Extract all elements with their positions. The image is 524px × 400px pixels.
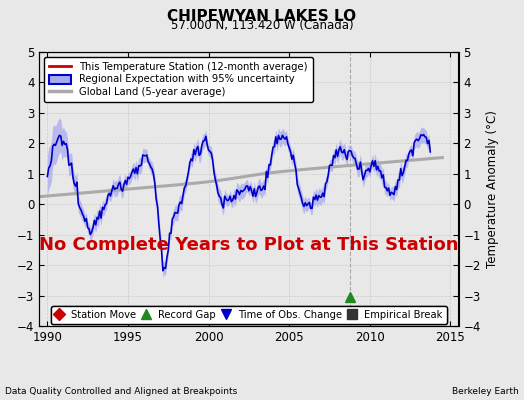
Text: 57.000 N, 113.420 W (Canada): 57.000 N, 113.420 W (Canada): [171, 19, 353, 32]
Y-axis label: Temperature Anomaly (°C): Temperature Anomaly (°C): [486, 110, 499, 268]
Legend: Station Move, Record Gap, Time of Obs. Change, Empirical Break: Station Move, Record Gap, Time of Obs. C…: [51, 306, 446, 324]
Text: No Complete Years to Plot at This Station: No Complete Years to Plot at This Statio…: [39, 236, 459, 254]
Text: CHIPEWYAN LAKES LO: CHIPEWYAN LAKES LO: [168, 9, 356, 24]
Text: Data Quality Controlled and Aligned at Breakpoints: Data Quality Controlled and Aligned at B…: [5, 387, 237, 396]
Text: Berkeley Earth: Berkeley Earth: [452, 387, 519, 396]
